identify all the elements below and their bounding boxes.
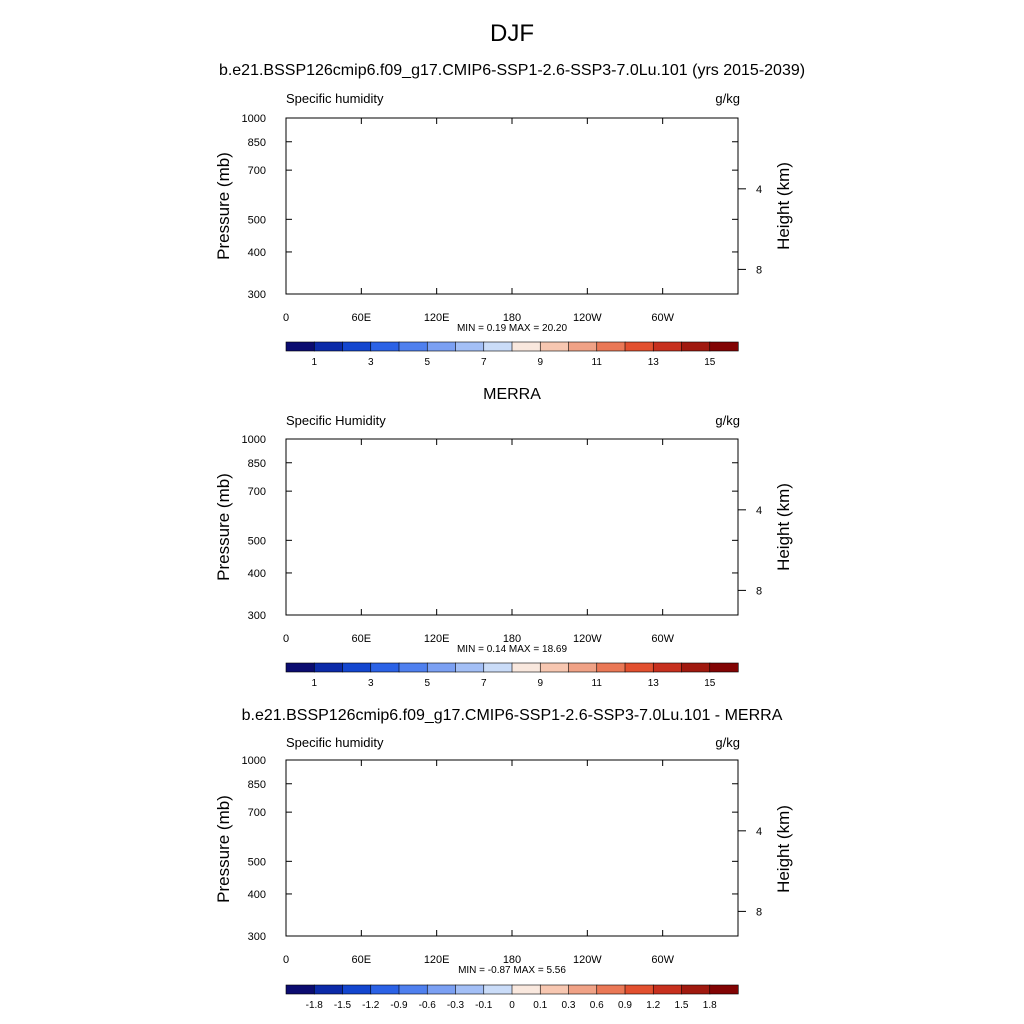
colorbar-label: 5 (424, 357, 430, 368)
colorbar-label: 1 (311, 357, 317, 368)
panel-1-variable-label: Specific humidity (286, 91, 384, 106)
x-tick-label: 120W (573, 312, 602, 324)
panel-1-units: g/kg (715, 91, 740, 106)
x-tick-label: 120E (424, 312, 450, 324)
height-tick-label: 4 (756, 184, 762, 196)
x-tick-label: 60W (651, 312, 674, 324)
y-tick-label: 300 (248, 289, 266, 301)
panel-2-title: MERRA (483, 386, 541, 403)
colorbar-label: 7 (481, 357, 487, 368)
y-tick-label: 500 (248, 214, 266, 226)
panel-2-minmax: MIN = 0.14 MAX = 18.69 (456, 644, 568, 655)
y-tick-label: 700 (248, 165, 266, 177)
x-tick-label: 60E (352, 312, 372, 324)
panel-2-units: g/kg (715, 413, 740, 428)
height-tick-label: 8 (756, 264, 762, 276)
colorbar-label: 15 (704, 357, 716, 368)
colorbar-label: 3 (368, 357, 374, 368)
x-tick-label: 180 (503, 312, 521, 324)
colorbar-label: 13 (648, 357, 660, 368)
colorbar-label: 9 (537, 357, 543, 368)
colorbar-box (709, 341, 739, 352)
panel-1-title: b.e21.BSSP126cmip6.f09_g17.CMIP6-SSP1-2.… (218, 62, 806, 79)
panel-1-chart: 300 400 500 700 850 1000 8 4 0 60E 120E 180 120W 60W 1… (242, 113, 763, 368)
panel-1-minmax: MIN = 0.19 MAX = 20.20 (456, 323, 568, 334)
panel-2-variable-label: Specific Humidity (286, 413, 386, 428)
y-tick-label: 400 (248, 247, 266, 259)
y-tick-label: 850 (248, 137, 266, 149)
colorbar-label: 11 (592, 357, 603, 368)
y-tick-label: 1000 (242, 113, 266, 125)
figure-title: DJF (490, 20, 534, 47)
x-tick-label: 0 (283, 312, 289, 324)
